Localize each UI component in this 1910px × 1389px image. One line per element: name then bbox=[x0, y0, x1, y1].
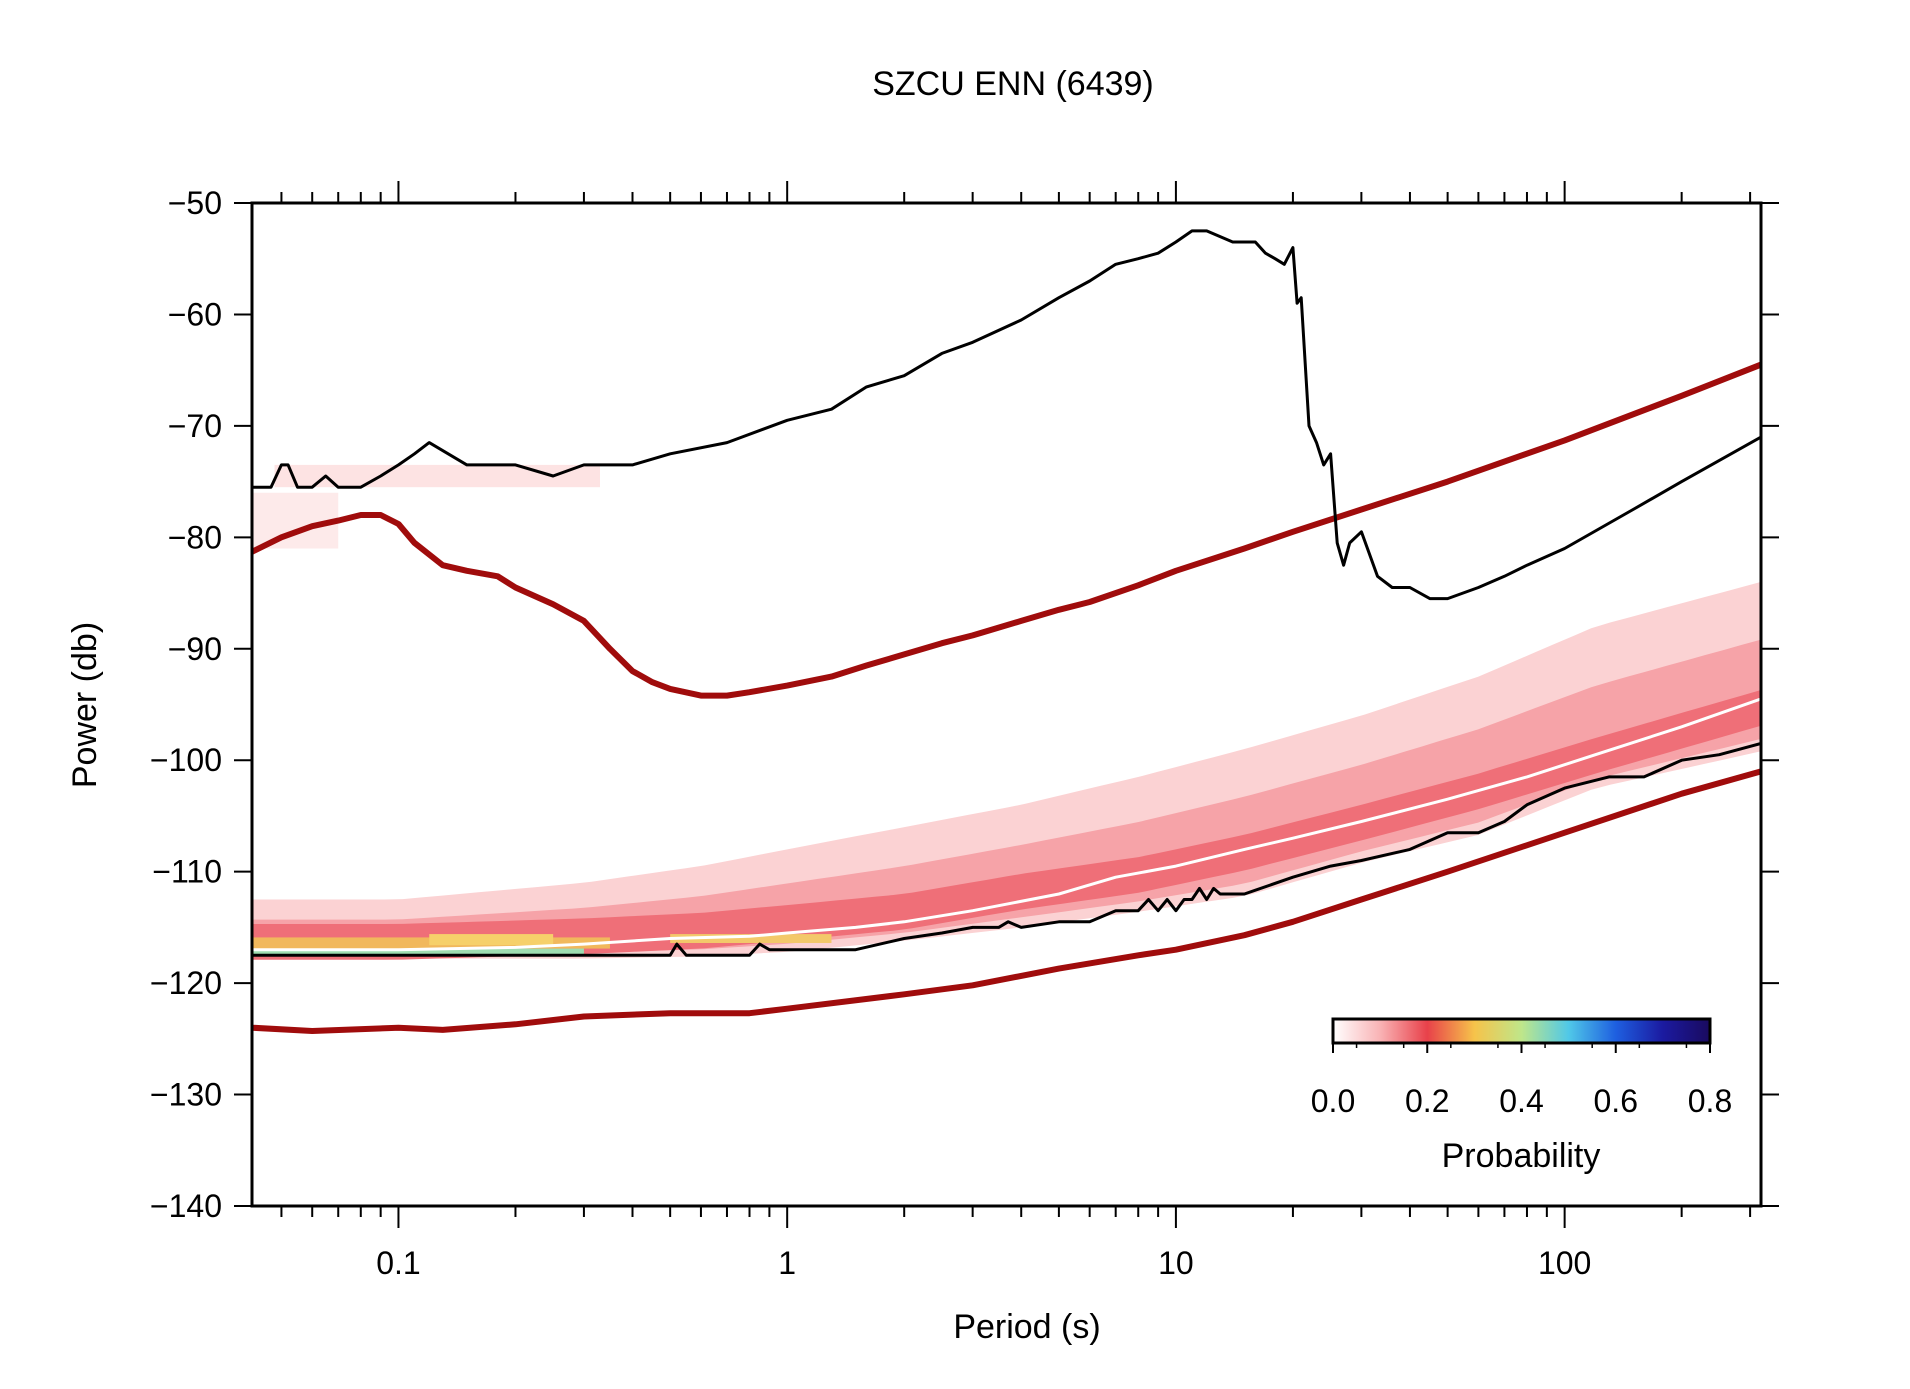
density-high-strip-green bbox=[252, 948, 584, 956]
colorbar-tick-label: 0.4 bbox=[1499, 1083, 1543, 1119]
density-band-core bbox=[252, 690, 1761, 960]
colorbar-tick-label: 0.6 bbox=[1594, 1083, 1638, 1119]
chart-title: SZCU ENN (6439) bbox=[872, 65, 1154, 103]
y-tick-label: −50 bbox=[168, 185, 222, 221]
series-line-new-low-noise-model bbox=[252, 768, 1761, 1034]
colorbar-tick-label: 0.2 bbox=[1405, 1083, 1449, 1119]
plot-area: 0.1 1 10 100 −50 −60 −70 −80 −90 −100 −110 −120 −130… bbox=[150, 181, 1779, 1281]
y-tick-label: −90 bbox=[168, 631, 222, 667]
plot-frame bbox=[250, 201, 1763, 1208]
axis-ticks: 0.1 1 10 100 −50 −60 −70 −80 −90 −100 −110 −120 −130… bbox=[150, 181, 1779, 1281]
y-tick-label: −140 bbox=[150, 1188, 222, 1224]
density-high-strip-mid bbox=[670, 934, 832, 943]
density-sparse-left bbox=[252, 492, 339, 549]
y-tick-label: −70 bbox=[168, 408, 222, 444]
y-axis-label: Power (db) bbox=[66, 622, 104, 788]
colorbar-tick-label: 0.8 bbox=[1688, 1083, 1732, 1119]
y-tick-label: −120 bbox=[150, 965, 222, 1001]
probability-colorbar: 0.0 0.2 0.4 0.6 0.8 Probability bbox=[1311, 1017, 1732, 1175]
series-line-mode bbox=[252, 697, 1761, 952]
x-axis-label: Period (s) bbox=[953, 1308, 1100, 1346]
density-high-strip-yellow bbox=[429, 934, 554, 946]
density-sparse-top bbox=[274, 464, 601, 488]
series-lines bbox=[252, 229, 1761, 1034]
x-tick-label: 10 bbox=[1158, 1245, 1194, 1281]
y-tick-label: −110 bbox=[152, 854, 222, 890]
series-line-maximum bbox=[252, 229, 1761, 601]
y-tick-label: −60 bbox=[168, 296, 222, 332]
x-tick-label: 100 bbox=[1538, 1245, 1591, 1281]
colorbar-label: Probability bbox=[1442, 1137, 1601, 1175]
x-tick-label: 1 bbox=[778, 1245, 796, 1281]
colorbar-swatch bbox=[1331, 1017, 1712, 1045]
series-line-minimum bbox=[252, 742, 1761, 957]
y-tick-label: −80 bbox=[168, 519, 222, 555]
y-tick-label: −130 bbox=[150, 1077, 222, 1113]
y-tick-label: −100 bbox=[150, 742, 222, 778]
series-line-new-high-noise-model bbox=[252, 361, 1761, 699]
colorbar-ticks: 0.0 0.2 0.4 0.6 0.8 bbox=[1311, 1043, 1732, 1119]
colorbar-tick-label: 0.0 bbox=[1311, 1083, 1355, 1119]
x-tick-label: 0.1 bbox=[376, 1245, 420, 1281]
